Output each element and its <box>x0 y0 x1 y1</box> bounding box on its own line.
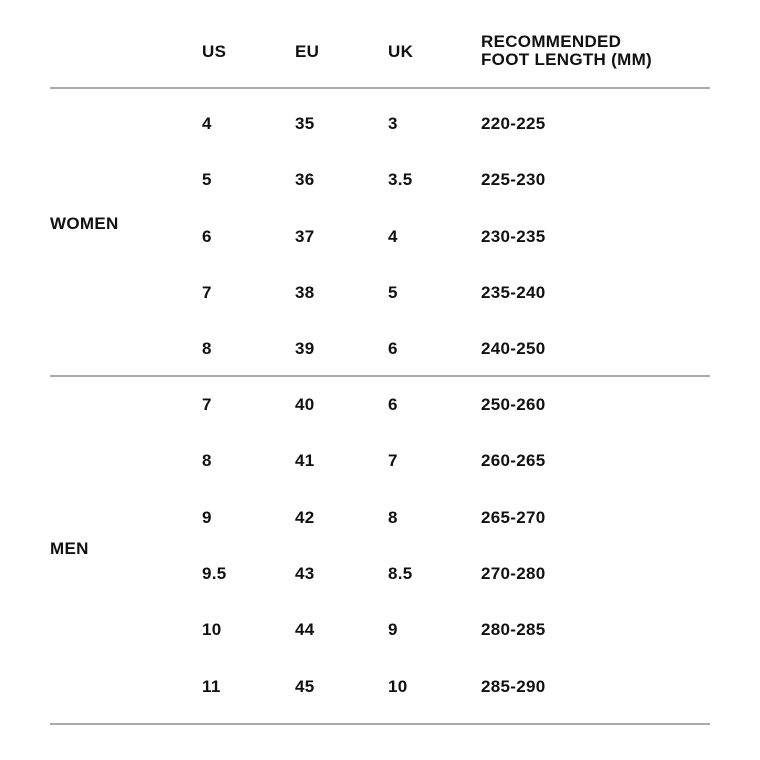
cell-us: 6 <box>202 226 212 246</box>
cell-length: 225-230 <box>481 170 546 190</box>
cell-eu: 44 <box>295 620 315 640</box>
cell-uk: 4 <box>388 226 398 246</box>
cell-length: 260-265 <box>481 451 546 471</box>
cell-length: 250-260 <box>481 395 546 414</box>
cell-uk: 5 <box>388 282 398 302</box>
cell-uk: 6 <box>388 395 398 414</box>
divider <box>50 723 710 725</box>
cell-eu: 43 <box>295 563 315 583</box>
cell-uk: 8 <box>388 507 398 527</box>
cell-us: 5 <box>202 170 212 190</box>
cell-us: 11 <box>202 676 221 696</box>
group-label: WOMEN <box>50 214 119 233</box>
cell-length: 230-235 <box>481 226 546 246</box>
header-us: US <box>202 42 227 61</box>
header-eu: EU <box>295 42 320 61</box>
cell-us: 8 <box>202 451 212 471</box>
cell-us: 8 <box>202 339 212 359</box>
cell-length: 220-225 <box>481 114 546 133</box>
cell-length: 280-285 <box>481 620 546 640</box>
group-label: MEN <box>50 539 89 558</box>
header-uk: UK <box>388 42 414 61</box>
cell-length: 265-270 <box>481 507 546 527</box>
cell-uk: 10 <box>388 676 408 696</box>
header-length-line1: RECOMMENDED <box>481 32 622 51</box>
cell-us: 7 <box>202 395 212 414</box>
cell-eu: 36 <box>295 170 315 190</box>
cell-uk: 8.5 <box>388 563 413 583</box>
cell-us: 4 <box>202 114 212 133</box>
cell-eu: 42 <box>295 507 315 527</box>
cell-us: 7 <box>202 282 212 302</box>
cell-eu: 35 <box>295 114 315 133</box>
cell-eu: 37 <box>295 226 315 246</box>
cell-length: 270-280 <box>481 563 546 583</box>
cell-uk: 6 <box>388 339 398 359</box>
cell-eu: 40 <box>295 395 315 414</box>
cell-uk: 3 <box>388 114 398 133</box>
cell-eu: 38 <box>295 282 315 302</box>
cell-length: 235-240 <box>481 282 546 302</box>
cell-length: 240-250 <box>481 339 546 359</box>
cell-us: 9.5 <box>202 563 227 583</box>
cell-us: 10 <box>202 620 222 640</box>
cell-uk: 9 <box>388 620 398 640</box>
cell-eu: 45 <box>295 676 315 696</box>
divider <box>50 375 710 377</box>
header-length-line2: FOOT LENGTH (MM) <box>481 50 652 69</box>
cell-length: 285-290 <box>481 676 546 696</box>
cell-eu: 41 <box>295 451 315 471</box>
cell-uk: 3.5 <box>388 170 413 190</box>
cell-us: 9 <box>202 507 212 527</box>
cell-uk: 7 <box>388 451 398 471</box>
cell-eu: 39 <box>295 339 315 359</box>
divider <box>50 87 710 89</box>
